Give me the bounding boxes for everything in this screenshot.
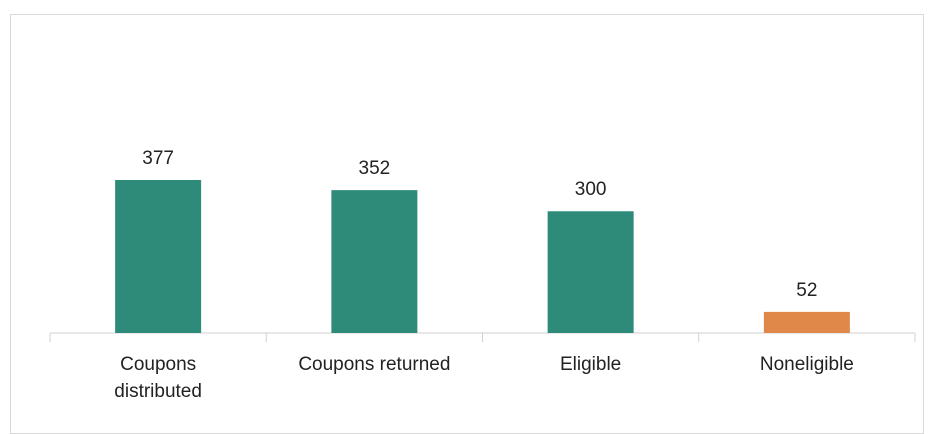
x-tick-label: Eligible: [559, 354, 622, 375]
data-label: 52: [796, 280, 817, 301]
data-label: 352: [359, 158, 391, 179]
x-tick-label: Coupons returned: [298, 354, 451, 375]
x-tick-label: Coupons distributed: [114, 354, 202, 402]
bar: [763, 311, 850, 333]
x-tick-label: Noneligible: [759, 354, 854, 375]
bar: [115, 180, 202, 333]
data-label: 300: [575, 179, 607, 200]
bar: [547, 211, 634, 333]
data-label: 377: [142, 148, 174, 169]
bar: [331, 190, 418, 333]
